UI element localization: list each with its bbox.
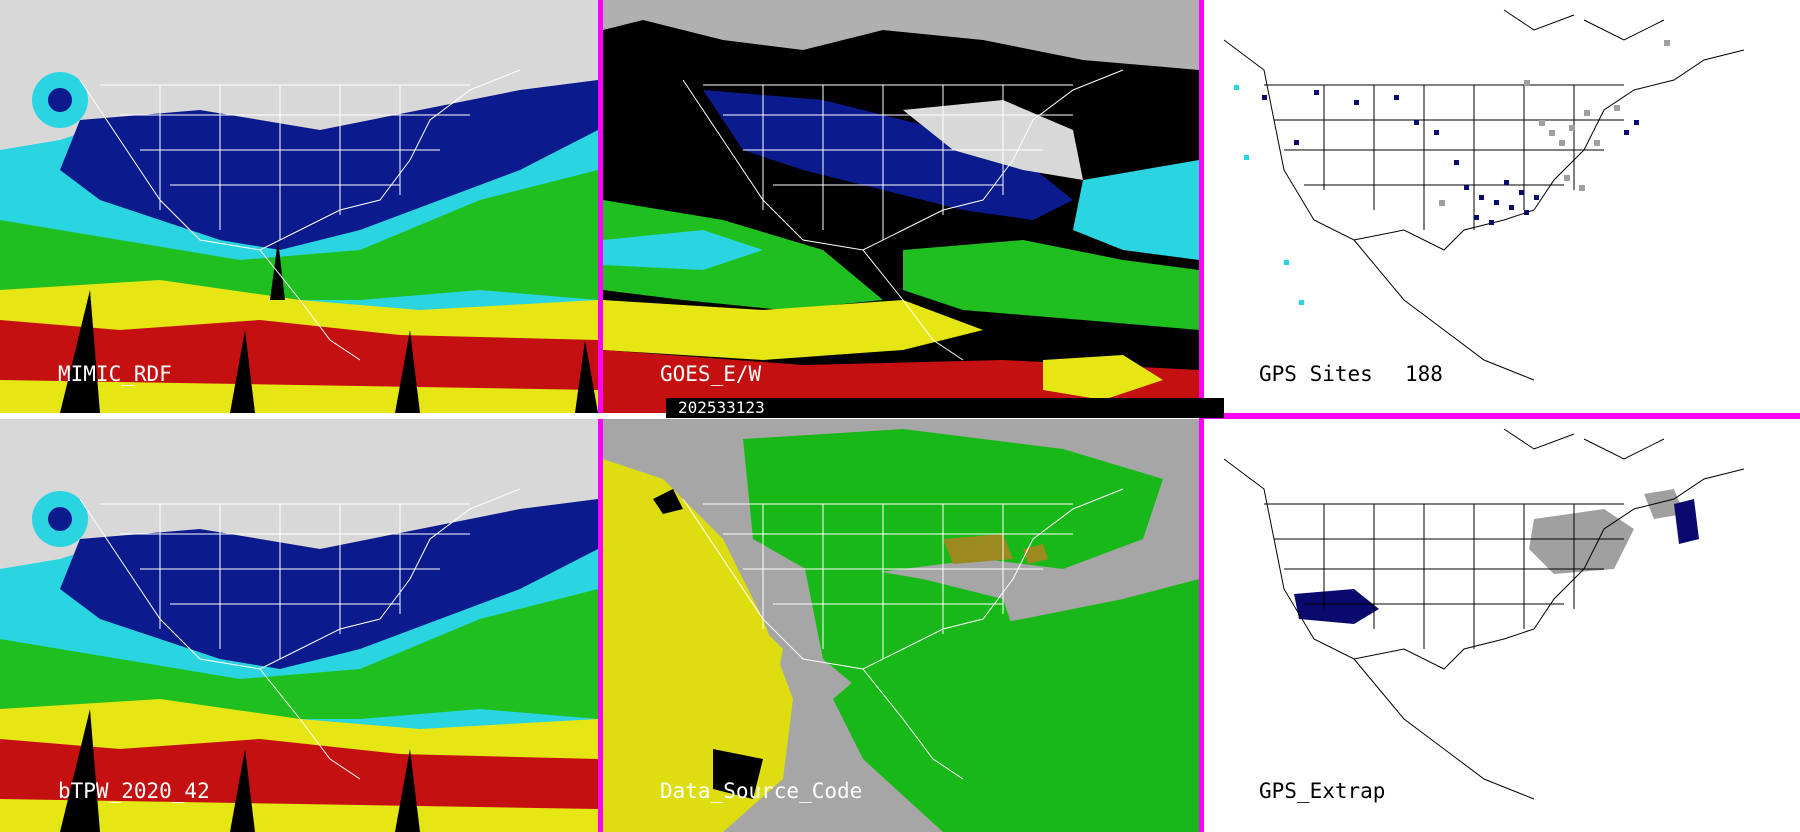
panel-mimic-rdf: MIMIC_RDF bbox=[0, 0, 598, 413]
panel-data-source-code: Data_Source_Code bbox=[603, 419, 1199, 832]
panel-label-goes-ew: GOES_E/W bbox=[660, 362, 762, 386]
timestamp-label: 202533123 bbox=[678, 398, 765, 417]
panel-gps-sites: GPS Sites 188 bbox=[1204, 0, 1800, 413]
gps-extrap-map bbox=[1204, 419, 1800, 832]
panel-label-btpw: bTPW_2020_42 bbox=[58, 779, 210, 803]
panel-label-gps-sites: GPS Sites bbox=[1259, 362, 1373, 386]
gps-sites-map bbox=[1204, 0, 1800, 413]
panel-gps-extrap: GPS_Extrap bbox=[1204, 419, 1800, 832]
data-source-code-map bbox=[603, 419, 1199, 832]
panel-label-gps-extrap: GPS_Extrap bbox=[1259, 779, 1386, 803]
panel-btpw: bTPW_2020_42 bbox=[0, 419, 598, 832]
mimic-rdf-map bbox=[0, 0, 598, 413]
panel-goes-ew: GOES_E/W bbox=[603, 0, 1199, 413]
timestamp-bar: 202533123 bbox=[666, 398, 1224, 418]
gps-site-count: 188 bbox=[1405, 362, 1443, 386]
goes-ew-map bbox=[603, 0, 1199, 413]
btpw-map bbox=[0, 419, 598, 832]
divider-horizontal-right bbox=[1199, 413, 1800, 419]
divider-horizontal-left bbox=[0, 413, 1199, 419]
panel-label-data-source-code: Data_Source_Code bbox=[660, 779, 863, 803]
panel-label-mimic-rdf: MIMIC_RDF bbox=[58, 362, 172, 386]
